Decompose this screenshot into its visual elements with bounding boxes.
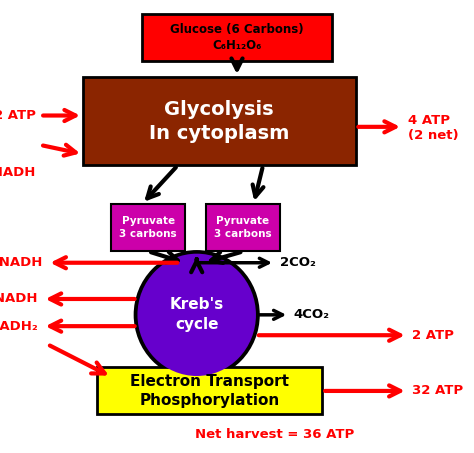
Text: Glycolysis
In cytoplasm: Glycolysis In cytoplasm	[149, 100, 290, 143]
Text: Kreb's
cycle: Kreb's cycle	[170, 298, 224, 332]
Ellipse shape	[137, 254, 256, 376]
Text: 2 ATP: 2 ATP	[412, 329, 454, 342]
Text: Electron Transport
Phosphorylation: Electron Transport Phosphorylation	[130, 374, 289, 408]
FancyBboxPatch shape	[83, 77, 355, 165]
Text: 2 ATP: 2 ATP	[0, 109, 36, 122]
Text: Pyruvate
3 carbons: Pyruvate 3 carbons	[119, 216, 177, 239]
FancyBboxPatch shape	[206, 204, 280, 251]
FancyBboxPatch shape	[111, 204, 185, 251]
Text: Net harvest = 36 ATP: Net harvest = 36 ATP	[195, 429, 355, 441]
Text: Glucose (6 Carbons)
C₆H₁₂O₆: Glucose (6 Carbons) C₆H₁₂O₆	[170, 23, 304, 52]
Text: 4CO₂: 4CO₂	[294, 308, 330, 321]
Text: 2 NADH: 2 NADH	[0, 256, 43, 269]
Text: Pyruvate
3 carbons: Pyruvate 3 carbons	[214, 216, 272, 239]
Text: 2 NADH: 2 NADH	[0, 166, 36, 178]
Ellipse shape	[134, 250, 260, 380]
Text: 8 NADH: 8 NADH	[0, 293, 38, 305]
Text: 2 FADH₂: 2 FADH₂	[0, 320, 38, 333]
FancyBboxPatch shape	[142, 14, 332, 61]
Text: 4 ATP
(2 net): 4 ATP (2 net)	[408, 114, 458, 142]
Text: 32 ATP: 32 ATP	[412, 385, 464, 397]
FancyBboxPatch shape	[97, 367, 322, 414]
Text: 2CO₂: 2CO₂	[280, 256, 316, 269]
